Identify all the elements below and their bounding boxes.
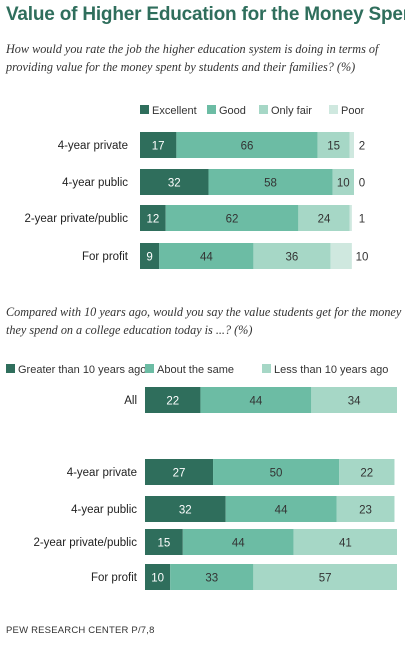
chart1-category-label: 4-year private — [58, 140, 128, 152]
chart1-legend-label-0: Excellent — [152, 105, 197, 117]
chart2-legend-label-1: About the same — [157, 364, 234, 376]
chart1-value-label: 58 — [264, 178, 277, 190]
chart1-bar — [140, 169, 209, 195]
chart2-legend-swatch-0 — [6, 364, 15, 373]
chart1-question: How would you rate the job the higher ed… — [6, 42, 379, 74]
chart2-category-label: All — [124, 395, 137, 407]
chart2-value-label: 27 — [173, 468, 186, 480]
chart2-bar — [182, 529, 294, 555]
chart1-value-label: 36 — [286, 252, 299, 264]
source-note: PEW RESEARCH CENTER P/7,8 — [6, 625, 155, 636]
chart2-bar — [145, 529, 183, 555]
chart2-value-label: 15 — [158, 538, 171, 550]
chart2-bar — [145, 564, 171, 590]
chart2-bar — [293, 529, 397, 555]
chart1-bar — [349, 205, 352, 231]
chart1-bar — [140, 205, 166, 231]
chart2-value-label: 44 — [275, 505, 288, 517]
chart1-bar — [253, 243, 331, 269]
chart1-legend-swatch-0 — [140, 105, 149, 114]
chart2-value-label: 22 — [166, 396, 179, 408]
chart2-bar — [253, 564, 397, 590]
chart1-value-label: 15 — [327, 141, 340, 153]
chart1-value-label-outside: 10 — [356, 252, 369, 264]
chart1-bar — [140, 243, 160, 269]
chart2-value-label: 44 — [232, 538, 245, 550]
chart1-legend-swatch-2 — [259, 105, 268, 114]
chart2-bar — [145, 387, 201, 413]
chart1-value-label-outside: 0 — [359, 178, 365, 190]
chart1-bar — [349, 132, 354, 158]
chart1-svg: Excellent Good Only fair Poor 4-year private… — [24, 105, 369, 269]
chart1-value-label: 44 — [200, 252, 213, 264]
chart2-value-label: 10 — [151, 573, 164, 585]
chart2-bar — [145, 496, 226, 522]
chart1-legend-swatch-1 — [207, 105, 216, 114]
chart2-svg: Greater than 10 years ago About the same L… — [6, 364, 397, 590]
chart1-bar — [330, 243, 352, 269]
chart1-value-label: 66 — [241, 141, 254, 153]
chart1-value-label: 62 — [226, 214, 239, 226]
chart2-value-label: 22 — [360, 468, 373, 480]
chart1-legend-label-3: Poor — [341, 105, 365, 117]
chart1-legend-label-1: Good — [219, 105, 246, 117]
chart1-bar — [332, 169, 354, 195]
chart1-bar — [159, 243, 254, 269]
chart2-value-label: 41 — [339, 538, 352, 550]
chart1-value-label: 17 — [152, 141, 165, 153]
chart2-legend-swatch-2 — [262, 364, 271, 373]
chart1-category-label: 2-year private/public — [24, 213, 128, 225]
chart2-bar — [213, 459, 340, 485]
chart1-bar — [317, 132, 350, 158]
chart2-value-label: 50 — [270, 468, 283, 480]
chart2-legend-swatch-1 — [145, 364, 154, 373]
chart1-legend-swatch-3 — [329, 105, 338, 114]
chart2-legend-label-2: Less than 10 years ago — [274, 364, 388, 376]
chart2-legend-label-0: Greater than 10 years ago — [18, 364, 146, 376]
chart2-bar — [339, 459, 395, 485]
chart2-bar — [200, 387, 312, 413]
chart2-question: Compared with 10 years ago, would you sa… — [6, 305, 402, 337]
chart2-bar — [225, 496, 337, 522]
chart2-category-label: 2-year private/public — [33, 537, 137, 549]
chart2-value-label: 23 — [359, 505, 372, 517]
chart1-value-label: 32 — [168, 178, 181, 190]
chart1-bar — [165, 205, 299, 231]
chart1-category-label: For profit — [82, 251, 129, 263]
chart1-value-label: 24 — [318, 214, 331, 226]
chart1-value-label: 9 — [146, 252, 152, 264]
chart1-value-label: 12 — [146, 214, 159, 226]
chart2-value-label: 57 — [319, 573, 332, 585]
chart2-value-label: 32 — [179, 505, 192, 517]
chart1-bar — [176, 132, 318, 158]
chart1-category-label: 4-year public — [62, 177, 128, 189]
chart2-value-label: 34 — [348, 396, 361, 408]
chart1-value-label-outside: 2 — [359, 141, 365, 153]
chart2-value-label: 44 — [249, 396, 262, 408]
chart2-category-label: 4-year private — [67, 467, 137, 479]
chart1-value-label-outside: 1 — [359, 214, 365, 226]
chart1-legend-label-2: Only fair — [271, 105, 312, 117]
chart2-category-label: 4-year public — [71, 504, 137, 516]
chart2-bar — [145, 459, 214, 485]
chart-title: Value of Higher Education for the Money … — [6, 4, 405, 25]
chart2-bar — [170, 564, 254, 590]
chart1-bar — [140, 132, 177, 158]
chart1-value-label: 10 — [337, 178, 350, 190]
chart1-bar — [298, 205, 350, 231]
chart2-bar — [311, 387, 397, 413]
chart1-bar — [208, 169, 333, 195]
chart2-bar — [336, 496, 395, 522]
chart2-category-label: For profit — [91, 572, 138, 584]
chart2-value-label: 33 — [205, 573, 218, 585]
